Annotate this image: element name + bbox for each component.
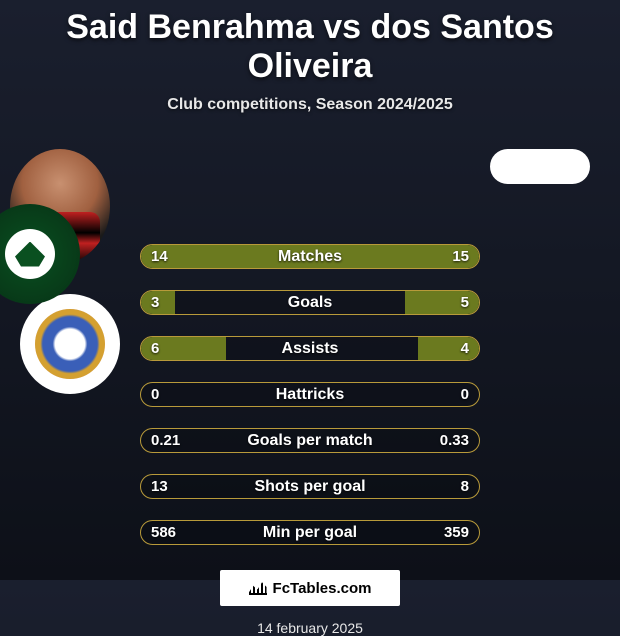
club-left-logo	[20, 294, 120, 394]
lyon-logo-icon	[35, 309, 105, 379]
chart-icon	[249, 581, 267, 595]
page-title: Said Benrahma vs dos Santos Oliveira	[0, 0, 620, 86]
brand-text: FcTables.com	[273, 580, 372, 597]
subtitle: Club competitions, Season 2024/2025	[0, 96, 620, 114]
stat-row: 138Shots per goal	[140, 474, 480, 499]
stat-label: Shots per goal	[141, 478, 479, 496]
stat-bars: 1415Matches 35Goals 64Assists 00Hattricks 0.…	[140, 244, 480, 545]
stat-label: Hattricks	[141, 386, 479, 404]
stat-label: Goals per match	[141, 432, 479, 450]
player-right-avatar	[490, 149, 590, 184]
brand-badge[interactable]: FcTables.com	[220, 570, 400, 606]
stat-label: Assists	[141, 340, 479, 358]
stat-row: 0.210.33Goals per match	[140, 428, 480, 453]
stat-row: 00Hattricks	[140, 382, 480, 407]
stat-row: 1415Matches	[140, 244, 480, 269]
stat-label: Goals	[141, 294, 479, 312]
stat-row: 35Goals	[140, 290, 480, 315]
stat-label: Min per goal	[141, 524, 479, 542]
stat-row: 586359Min per goal	[140, 520, 480, 545]
stat-label: Matches	[141, 248, 479, 266]
date-label: 14 february 2025	[0, 620, 620, 636]
stat-row: 64Assists	[140, 336, 480, 361]
comparison-content: 1415Matches 35Goals 64Assists 00Hattricks 0.…	[0, 144, 620, 545]
